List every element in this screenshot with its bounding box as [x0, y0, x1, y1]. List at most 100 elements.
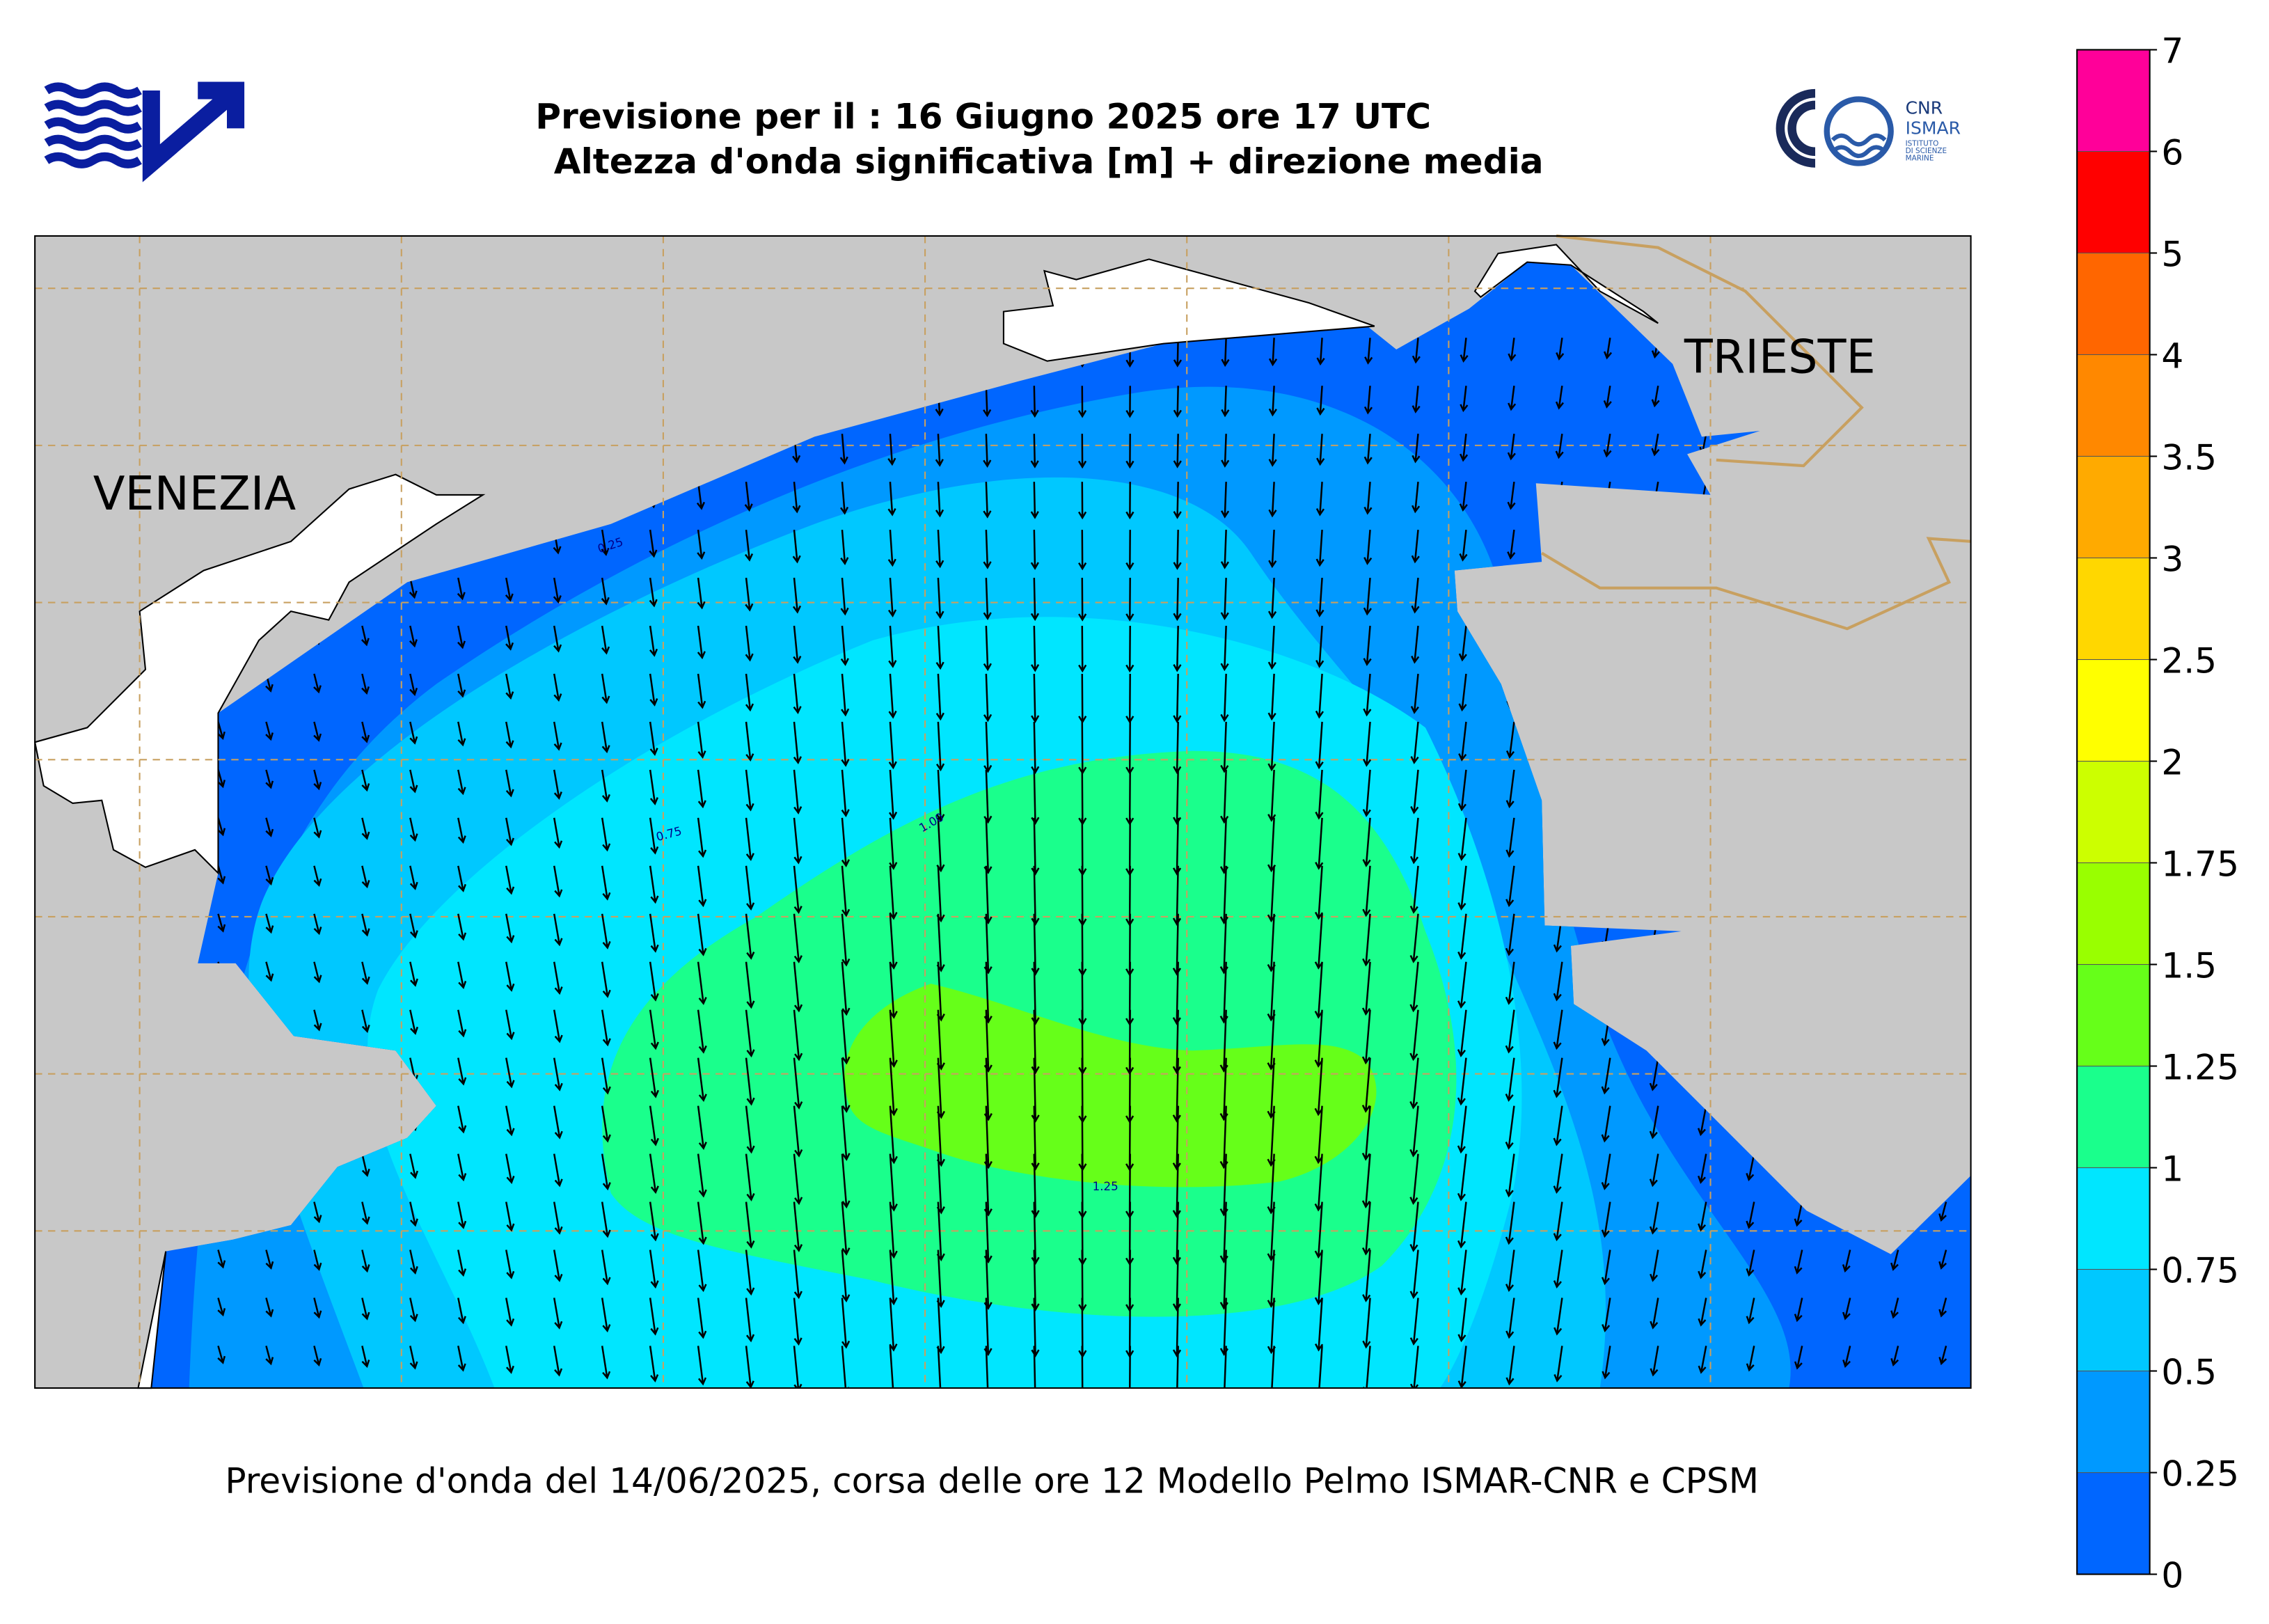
arrow — [1031, 913, 1040, 976]
arrow — [1030, 530, 1039, 570]
arrow — [361, 1346, 370, 1369]
arrow — [505, 625, 514, 651]
arrow — [457, 1105, 467, 1134]
arrow — [1794, 1249, 1803, 1275]
colorbar-segment — [2076, 862, 2151, 965]
arrow — [1411, 577, 1420, 614]
arrow — [649, 1201, 659, 1242]
arrow — [265, 961, 274, 982]
arrow — [889, 817, 898, 870]
arrow — [1412, 338, 1421, 364]
arrow — [745, 865, 755, 911]
arrow — [1505, 1298, 1515, 1339]
arrow — [217, 769, 226, 789]
arrow — [1410, 673, 1419, 714]
land-white — [1473, 244, 1659, 324]
arrow — [1457, 1201, 1467, 1249]
arrow — [1315, 577, 1325, 617]
arrow — [841, 1249, 851, 1302]
arrow — [697, 817, 707, 858]
arrow — [1173, 434, 1182, 468]
colorbar-segment — [2076, 1268, 2151, 1372]
arrow — [1173, 578, 1182, 622]
arrow — [457, 865, 466, 892]
map-frame — [34, 235, 1972, 1389]
arrow — [1077, 482, 1087, 520]
arrow — [409, 673, 418, 697]
arrow — [1030, 434, 1039, 468]
arrow — [1457, 1249, 1467, 1296]
colorbar-tick-label: 0.5 — [2161, 1351, 2217, 1392]
arrow — [1409, 1153, 1419, 1205]
arrow — [841, 1009, 851, 1065]
arrow — [1030, 482, 1039, 519]
arrow — [1698, 1201, 1707, 1232]
arrow — [887, 482, 896, 517]
arrow — [457, 625, 466, 649]
arrow — [697, 625, 706, 660]
arrow — [409, 721, 418, 745]
arrow — [313, 1346, 322, 1367]
arrow — [505, 769, 514, 798]
colorbar-tick-label: 0 — [2161, 1554, 2183, 1595]
arrow — [553, 673, 562, 702]
arrow — [1505, 1105, 1515, 1150]
arrow — [1268, 434, 1277, 467]
arrow — [793, 865, 803, 914]
arrow — [457, 1249, 467, 1277]
arrow — [361, 1298, 370, 1321]
arrow — [1410, 769, 1419, 814]
arrow — [1505, 817, 1515, 858]
arrow — [983, 1346, 993, 1389]
arrow — [1412, 482, 1421, 514]
arrow — [1362, 1346, 1371, 1389]
arrow — [1698, 1249, 1707, 1279]
arrow — [1219, 1346, 1229, 1389]
arrow — [1172, 1201, 1181, 1266]
arrow — [1314, 1298, 1324, 1352]
arrow — [649, 961, 659, 1002]
arrow — [1409, 1298, 1419, 1346]
arrow — [1507, 481, 1516, 510]
arrow — [457, 721, 466, 747]
arrow — [697, 865, 707, 908]
arrow — [697, 1249, 707, 1293]
arrow — [1553, 1298, 1563, 1336]
arrow — [1459, 529, 1468, 562]
arrow — [1125, 626, 1134, 673]
arrow — [1125, 1346, 1134, 1389]
arrow — [505, 865, 515, 895]
arrow — [793, 1346, 803, 1389]
arrow — [841, 1201, 851, 1256]
arrow — [601, 1105, 611, 1143]
logo-left — [44, 81, 245, 182]
arrow — [935, 625, 944, 670]
arrow — [217, 817, 226, 837]
arrow — [265, 721, 274, 741]
arrow — [1460, 434, 1469, 462]
arrow — [601, 1057, 611, 1095]
arrow — [1077, 386, 1087, 418]
arrow — [553, 1105, 563, 1140]
arrow — [841, 769, 850, 818]
arrow — [983, 530, 992, 569]
arrow — [409, 1201, 418, 1227]
arrow — [505, 673, 514, 700]
arrow — [601, 1009, 611, 1047]
arrow — [1314, 961, 1323, 1019]
arrow — [217, 913, 226, 933]
arrow — [745, 577, 754, 612]
arrow — [409, 1346, 418, 1370]
arrow — [409, 1153, 418, 1179]
arrow — [793, 817, 803, 865]
arrow — [1457, 1298, 1467, 1343]
arrow — [1221, 338, 1230, 368]
arrow — [1172, 1346, 1182, 1389]
colorbar-tick-label: 0.75 — [2161, 1249, 2239, 1291]
arrow — [1172, 1009, 1181, 1075]
arrow — [505, 1105, 515, 1137]
colorbar-tick-label: 1 — [2161, 1148, 2183, 1189]
arrow — [1362, 817, 1371, 867]
arrow — [1505, 1249, 1515, 1293]
arrow — [1651, 433, 1660, 457]
